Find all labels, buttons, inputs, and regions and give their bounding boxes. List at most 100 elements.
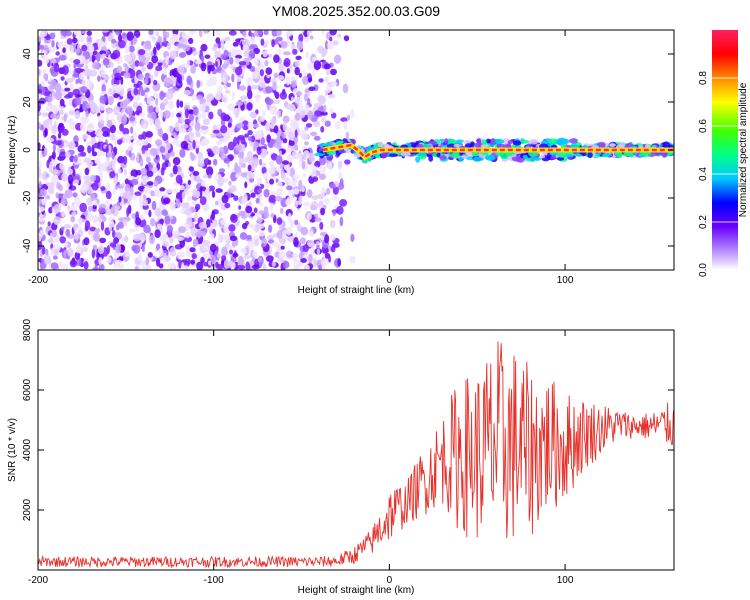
heatmap-noise-cell [276,135,281,144]
heatmap-noise-cell [216,132,223,137]
heatmap-noise-cell [187,179,191,185]
heatmap-noise-cell [145,72,150,78]
heatmap-noise-cell [141,175,148,185]
heatmap-noise-cell [141,66,146,72]
heatmap-noise-cell [72,192,78,198]
heatmap-noise-cell [296,40,304,51]
heatmap-noise-cell [269,123,276,129]
heatmap-noise-cell [273,72,279,79]
heatmap-noise-cell [314,162,319,167]
heatmap-noise-cell [214,50,222,60]
colorbar: 0.0 0.2 0.4 0.6 0.8 Normalized spectral ampl… [698,30,749,277]
heatmap-noise-cell [188,37,194,45]
heatmap-noise-cell [44,127,48,137]
heatmap-noise-cell [195,130,200,138]
heatmap-noise-cell [172,188,179,194]
snr-series-line [38,341,674,569]
heatmap-x-axis-title: Height of straight line (km) [298,285,415,296]
heatmap-noise-cell [65,182,70,189]
heatmap-noise-cell [289,219,294,229]
heatmap-noise-cell [203,30,209,35]
heatmap-noise-cell [88,100,96,109]
heatmap-noise-cell [262,263,267,270]
heatmap-noise-cell [246,234,252,240]
heatmap-noise-cell [143,78,149,85]
colorbar-gradient [712,30,738,270]
heatmap-noise-cell [228,224,236,232]
heatmap-noise-cell [199,80,203,87]
heatmap-y-tick-label: -20 [22,190,33,205]
heatmap-noise-cell [232,241,236,248]
heatmap-noise-cell [70,215,75,223]
heatmap-noise-cell [200,256,205,264]
heatmap-noise-cell [78,33,85,43]
heatmap-noise-cell [38,234,42,242]
heatmap-noise-cell [59,98,65,107]
heatmap-noise-cell [223,157,231,164]
heatmap-noise-cell [75,48,81,54]
heatmap-noise-cell [99,263,105,270]
heatmap-noise-cell [216,139,223,146]
heatmap-noise-cell [240,95,248,101]
heatmap-noise-cell [163,82,172,88]
heatmap-noise-cell [312,176,319,182]
heatmap-noise-cell [255,94,260,103]
heatmap-noise-cell [151,55,159,64]
heatmap-noise-cell [97,75,101,82]
heatmap-noise-cell [192,139,196,150]
heatmap-noise-cell [112,187,116,195]
heatmap-noise-cell [326,187,331,195]
heatmap-noise-cell [326,84,332,94]
heatmap-noise-cell [227,245,232,251]
heatmap-noise-cell [126,31,134,41]
heatmap-noise-cell [38,59,43,67]
heatmap-noise-cell [329,108,334,114]
heatmap-noise-cell [213,43,219,48]
heatmap-noise-cell [167,42,171,50]
heatmap-noise-cell [103,58,110,66]
heatmap-noise-cell [183,89,191,96]
heatmap-noise-cell [94,129,103,136]
heatmap-noise-cell [340,117,348,122]
heatmap-noise-cell [237,135,245,140]
heatmap-noise-cell [91,182,99,191]
heatmap-noise-cell [298,72,302,78]
heatmap-noise-cell [238,210,245,217]
heatmap-noise-cell [217,176,224,187]
heatmap-x-axis: -200 -100 0 100 [28,30,574,286]
heatmap-noise-cell [221,95,229,104]
heatmap-noise-cell [194,212,198,223]
heatmap-noise-cell [310,131,318,136]
heatmap-noise-cell [184,208,192,216]
heatmap-noise-cell [53,249,60,256]
heatmap-noise-cell [200,43,208,52]
heatmap-noise-cell [324,63,331,70]
heatmap-noise-cell [163,98,169,106]
heatmap-noise-cell [108,223,112,232]
heatmap-x-tick-label: 100 [557,275,574,286]
heatmap-noise-cell [246,102,253,111]
heatmap-noise-cell [248,173,255,179]
heatmap-noise-cell [310,170,317,179]
colorbar-tick-label: 0.4 [698,167,709,181]
heatmap-noise-cell [167,126,170,134]
heatmap-noise-cell [171,132,177,137]
heatmap-noise-cell [138,254,143,262]
heatmap-noise-cell [259,61,263,69]
heatmap-noise-cell [252,123,260,128]
heatmap-noise-cell [115,30,121,35]
heatmap-noise-cell [94,106,100,113]
heatmap-noise-cell [106,182,111,192]
heatmap-noise-cell [41,246,46,255]
heatmap-noise-cell [137,73,145,81]
heatmap-noise-cell [53,255,58,260]
heatmap-noise-cell [247,129,253,136]
heatmap-noise-cell [159,127,163,138]
colorbar-axis: 0.0 0.2 0.4 0.6 0.8 [698,71,738,277]
heatmap-noise-cell [165,55,169,65]
heatmap-noise-cell [178,128,187,134]
heatmap-noise-cell [108,216,114,225]
heatmap-signal-cell [426,154,433,158]
heatmap-noise-cell [150,74,154,83]
